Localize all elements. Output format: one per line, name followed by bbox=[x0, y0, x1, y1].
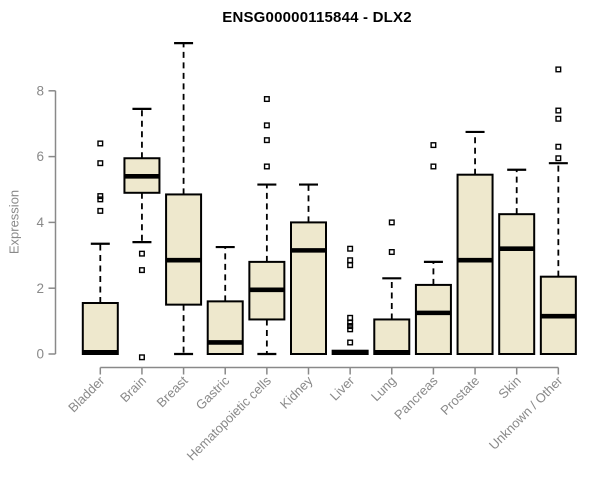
outlier-point bbox=[347, 326, 354, 333]
x-category-label: Breast bbox=[154, 373, 191, 410]
outlier-point bbox=[347, 319, 354, 326]
outlier-point bbox=[97, 193, 104, 200]
outlier-point bbox=[555, 143, 562, 150]
outlier-point bbox=[138, 354, 145, 361]
outlier-point bbox=[97, 207, 104, 214]
outlier-point bbox=[388, 249, 395, 256]
outlier-point bbox=[347, 323, 354, 330]
x-category-label: Unknown / Other bbox=[486, 373, 566, 453]
box bbox=[414, 283, 452, 355]
y-tick-label: 8 bbox=[36, 83, 44, 98]
outlier-point bbox=[347, 262, 354, 269]
x-category-label: Pancreas bbox=[391, 373, 441, 423]
outlier-point bbox=[263, 163, 270, 170]
x-category-label: Liver bbox=[327, 373, 358, 404]
x-category-label: Brain bbox=[117, 373, 149, 405]
box bbox=[456, 173, 494, 355]
outlier-point bbox=[263, 122, 270, 129]
outlier-point bbox=[555, 107, 562, 114]
x-category-label: Kidney bbox=[277, 373, 316, 412]
box bbox=[498, 213, 536, 355]
outlier-point bbox=[263, 96, 270, 103]
y-tick-label: 2 bbox=[36, 281, 44, 296]
outlier-point bbox=[430, 142, 437, 149]
y-tick-label: 4 bbox=[36, 215, 44, 230]
x-category-label: Gastric bbox=[193, 373, 233, 413]
outlier-point bbox=[263, 137, 270, 144]
outlier-point bbox=[138, 250, 145, 257]
box bbox=[373, 318, 411, 355]
outlier-point bbox=[347, 245, 354, 252]
box bbox=[290, 221, 327, 355]
outlier-point bbox=[347, 314, 354, 321]
outlier-point bbox=[388, 219, 395, 226]
x-category-label: Prostate bbox=[437, 373, 482, 418]
x-category-label: Lung bbox=[368, 373, 399, 404]
outlier-point bbox=[97, 160, 104, 167]
y-tick-label: 6 bbox=[36, 149, 44, 164]
outlier-point bbox=[555, 66, 562, 73]
outlier-point bbox=[138, 267, 145, 274]
chart-title: ENSG00000115844 - DLX2 bbox=[222, 9, 412, 26]
outlier-point bbox=[430, 163, 437, 170]
outlier-point bbox=[347, 257, 354, 264]
outlier-point bbox=[347, 339, 354, 346]
outlier-point bbox=[97, 196, 104, 203]
box bbox=[81, 302, 119, 356]
x-category-label: Bladder bbox=[65, 373, 108, 416]
outlier-point bbox=[555, 155, 562, 162]
outlier-point bbox=[555, 115, 562, 122]
outlier-point bbox=[97, 140, 104, 147]
box bbox=[206, 300, 244, 355]
box bbox=[165, 193, 203, 306]
x-category-label: Skin bbox=[495, 373, 523, 401]
y-tick-label: 0 bbox=[36, 347, 44, 362]
